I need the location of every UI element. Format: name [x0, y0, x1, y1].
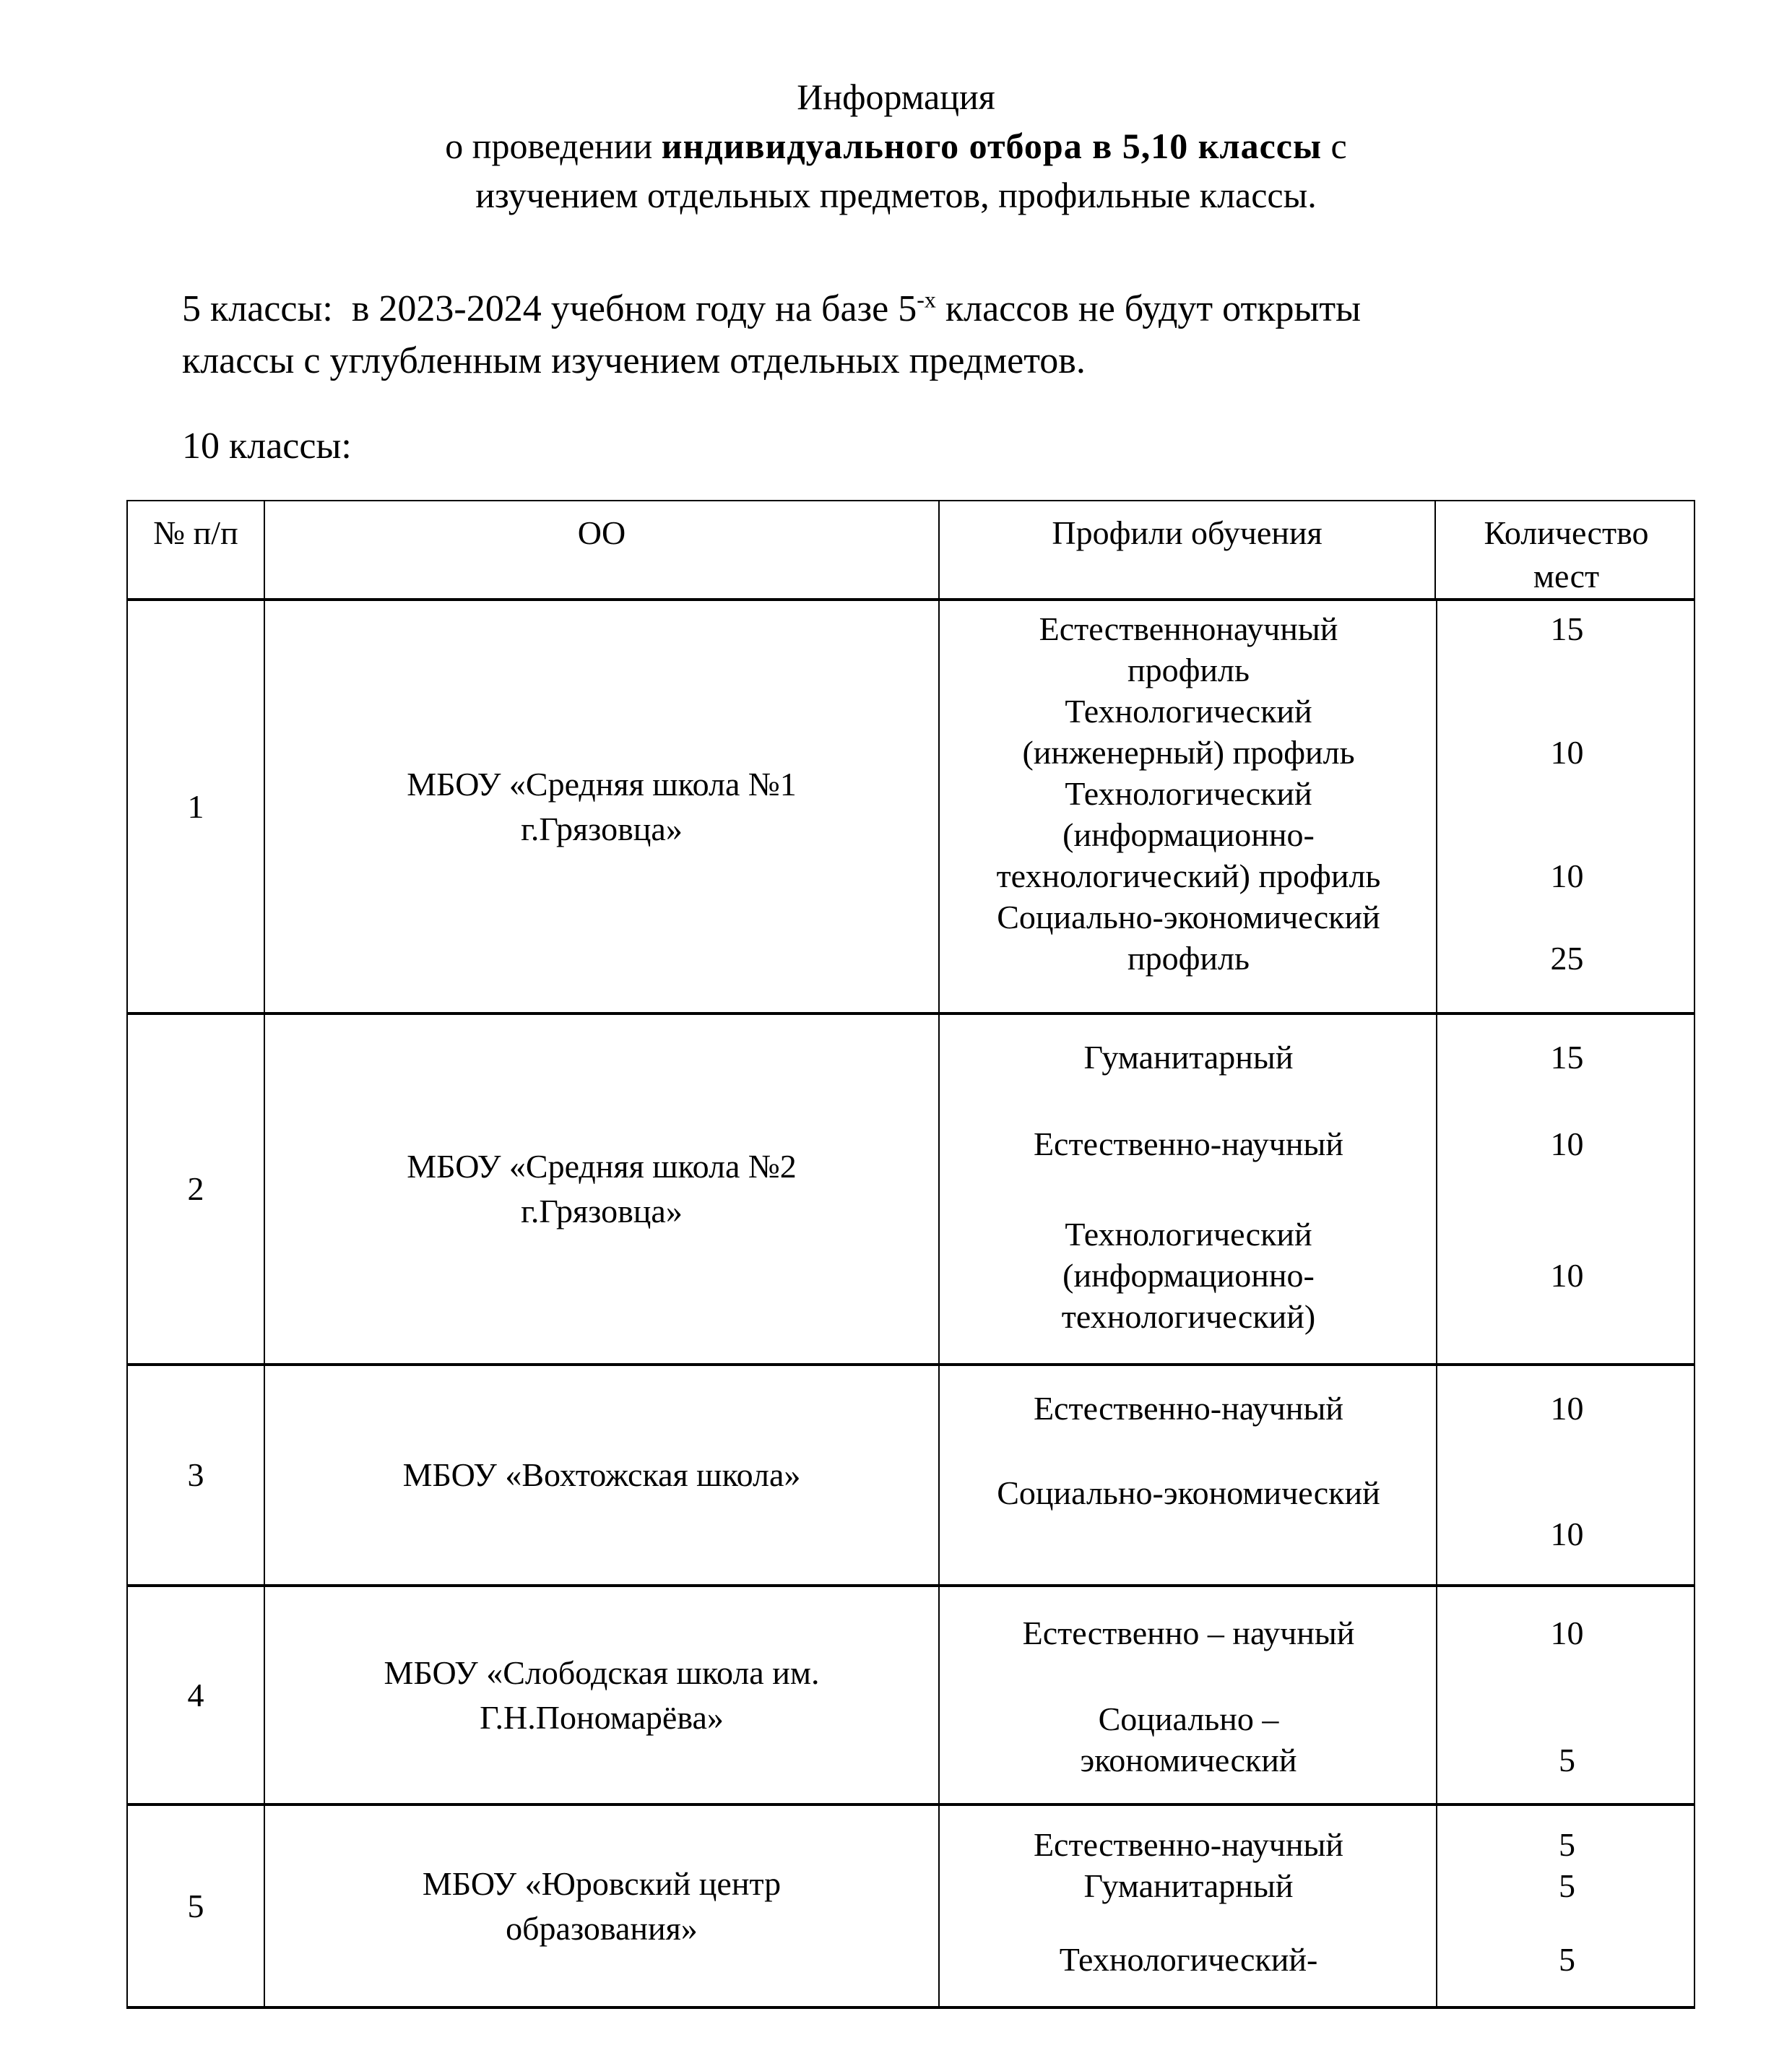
profile-text: Гуманитарный [1083, 1039, 1294, 1076]
places-count: 10 [1550, 1390, 1584, 1427]
profile-text: Естественно-научный [1033, 1390, 1344, 1427]
places-count: 15 [1550, 610, 1584, 647]
row-number: 1 [128, 601, 265, 1012]
profile-entry: Естественно-научный 5 [940, 1824, 1697, 1865]
profile-entry: Естественно – научный 10 [940, 1612, 1697, 1654]
school-name: МБОУ «Средняя школа №2 г.Грязовца» [265, 1015, 940, 1363]
title-line-3: изучением отдельных предметов, профильны… [475, 175, 1317, 215]
school-name: МБОУ «Слободская школа им. Г.Н.Пономарёв… [265, 1587, 940, 1803]
title-line-2-post: с [1322, 126, 1347, 166]
places-count: 10 [1550, 1615, 1584, 1651]
profile-text: Технологический (инженерный) профиль [1022, 693, 1355, 771]
header-cell-school: ОО [265, 501, 940, 598]
table-row: 4 МБОУ «Слободская школа им. Г.Н.Пономар… [128, 1587, 1694, 1806]
row-number: 4 [128, 1587, 265, 1803]
table-row: 1 МБОУ «Средняя школа №1 г.Грязовца» Ест… [128, 601, 1694, 1015]
profile-text: Социально – экономический [1080, 1700, 1297, 1778]
places-count: 5 [1559, 1941, 1575, 1978]
title-line-2-pre: о проведении [445, 126, 662, 166]
profile-entry: Технологический (инженерный) профиль 10 [940, 691, 1697, 773]
profile-text: Естественно – научный [1022, 1615, 1355, 1651]
profile-entry: Технологический (информационно- технолог… [940, 1214, 1697, 1337]
school-name: МБОУ «Вохтожская школа» [265, 1366, 940, 1584]
places-count: 10 [1550, 1125, 1584, 1162]
profile-entry: Естественнонаучный профиль 15 [940, 608, 1697, 691]
row-number: 5 [128, 1806, 265, 2006]
title-line-1: Информация [797, 77, 995, 117]
section-label-10-classes: 10 классы: [182, 425, 352, 467]
places-count: 10 [1550, 1257, 1584, 1294]
header-cell-profiles: Профили обучения [940, 501, 1436, 598]
title-line-2-bold: индивидуального отбора в 5,10 классы [661, 126, 1322, 166]
profile-entry: Гуманитарный 15 [940, 1037, 1697, 1078]
table-row: 2 МБОУ «Средняя школа №2 г.Грязовца» Гум… [128, 1015, 1694, 1366]
intro-superscript: -х [917, 286, 936, 313]
profile-text: Гуманитарный [1083, 1867, 1294, 1904]
places-count: 25 [1550, 940, 1584, 977]
profile-text: Социально-экономический профиль [997, 899, 1380, 977]
profile-entry: Социально-экономический 10 [940, 1472, 1697, 1555]
intro-line-1-post: классов не будут открыты [935, 288, 1362, 329]
profile-entry: Естественно-научный 10 [940, 1388, 1697, 1429]
places-count: 15 [1550, 1039, 1584, 1076]
places-count: 5 [1559, 1742, 1575, 1778]
profiles-cell: Естественно-научный 10 Социально-экономи… [940, 1366, 1697, 1584]
table-row: 3 МБОУ «Вохтожская школа» Естественно-на… [128, 1366, 1694, 1587]
places-count: 10 [1550, 1516, 1584, 1552]
places-count: 5 [1559, 1826, 1575, 1863]
school-name: МБОУ «Юровский центр образования» [265, 1806, 940, 2006]
document-title: Информация о проведении индивидуального … [0, 0, 1792, 220]
places-count: 10 [1550, 857, 1584, 894]
intro-line-1-pre: 5 классы: в 2023-2024 учебном году на ба… [182, 288, 917, 329]
profile-text: Технологический- [1059, 1941, 1318, 1978]
school-name: МБОУ «Средняя школа №1 г.Грязовца» [265, 601, 940, 1012]
profiles-cell: Естественно-научный 5 Гуманитарный 5 Тех… [940, 1806, 1697, 2006]
profile-text: Естественнонаучный профиль [1039, 610, 1338, 688]
profile-text: Естественно-научный [1033, 1826, 1344, 1863]
profile-text: Естественно-научный [1033, 1125, 1344, 1162]
intro-line-2: классы с углубленным изучением отдельных… [182, 340, 1086, 381]
profile-text: Технологический (информационно- технолог… [996, 775, 1381, 894]
profiles-cell: Естественнонаучный профиль 15 Технологич… [940, 601, 1697, 1012]
profiles-cell: Естественно – научный 10 Социально – эко… [940, 1587, 1697, 1803]
profile-entry: Гуманитарный 5 [940, 1865, 1697, 1906]
profile-entry: Технологический (информационно- технолог… [940, 773, 1697, 896]
profile-entry: Естественно-научный 10 [940, 1123, 1697, 1164]
profiles-cell: Гуманитарный 15 Естественно-научный 10 Т… [940, 1015, 1697, 1363]
profile-text: Социально-экономический [997, 1474, 1380, 1511]
places-count: 5 [1559, 1867, 1575, 1904]
schools-table: № п/п ОО Профили обучения Количество мес… [126, 500, 1695, 2009]
places-count: 10 [1550, 734, 1584, 771]
table-row: 5 МБОУ «Юровский центр образования» Есте… [128, 1806, 1694, 2006]
profile-entry: Социально – экономический 5 [940, 1698, 1697, 1781]
row-number: 2 [128, 1015, 265, 1363]
header-cell-places: Количество мест [1484, 514, 1649, 595]
profile-entry: Технологический- 5 [940, 1939, 1697, 1980]
row-number: 3 [128, 1366, 265, 1584]
title-line-2: о проведении индивидуального отбора в 5,… [0, 121, 1792, 170]
header-cell-num: № п/п [128, 501, 265, 598]
intro-paragraph: 5 классы: в 2023-2024 учебном году на ба… [182, 283, 1684, 387]
table-header-row: № п/п ОО Профили обучения Количество мес… [128, 501, 1694, 601]
profile-text: Технологический (информационно- технолог… [1061, 1216, 1316, 1335]
profile-entry: Социально-экономический профиль 25 [940, 896, 1697, 979]
